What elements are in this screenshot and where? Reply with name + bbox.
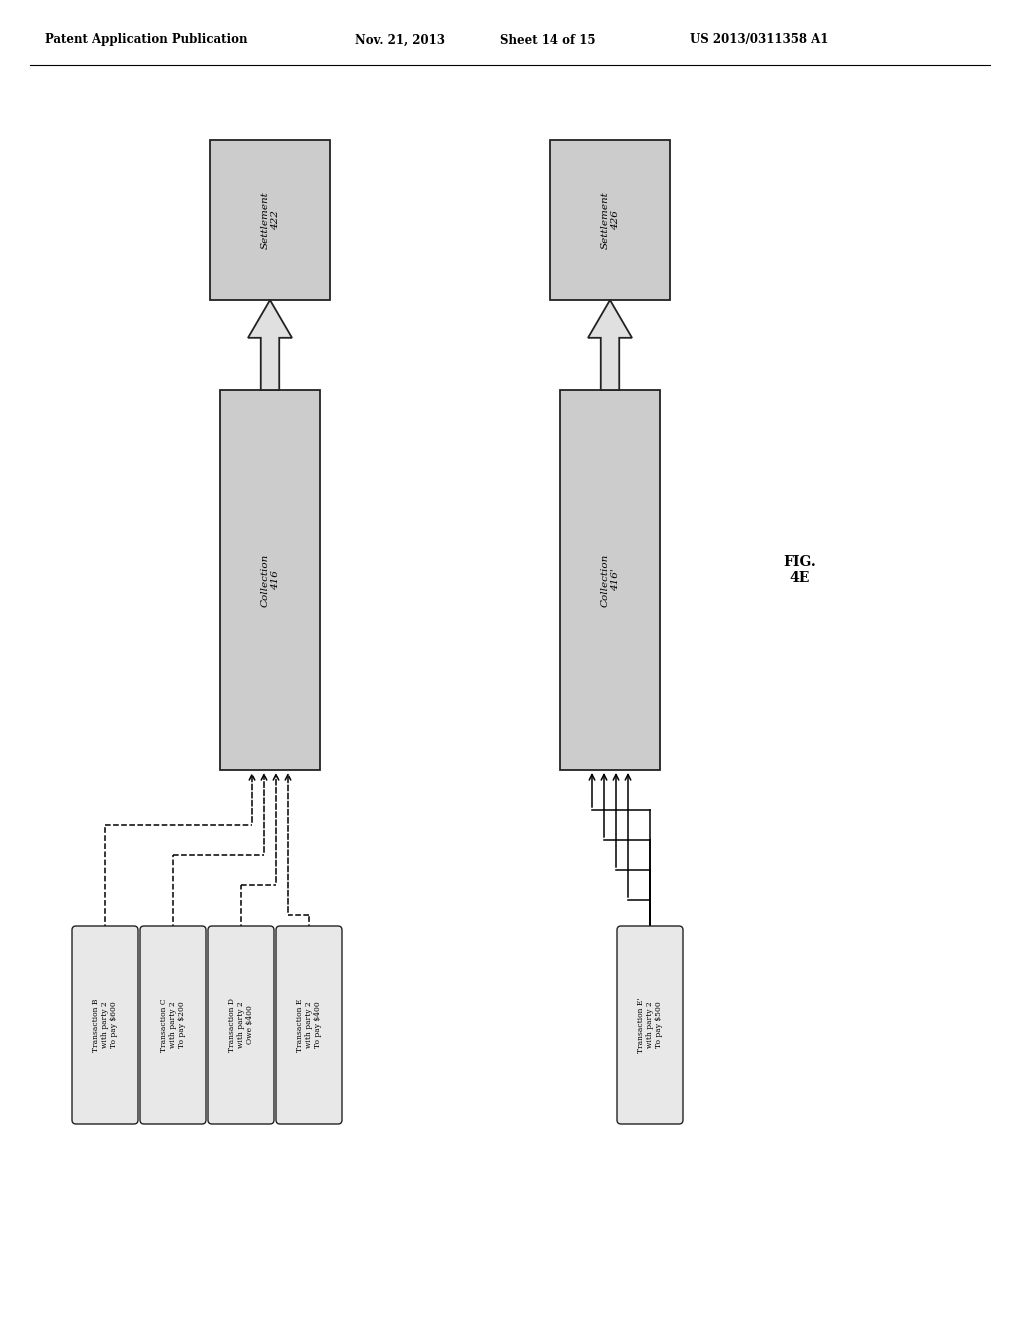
Bar xyxy=(550,140,670,300)
Text: Sheet 14 of 15: Sheet 14 of 15 xyxy=(500,33,596,46)
FancyBboxPatch shape xyxy=(140,927,206,1125)
Polygon shape xyxy=(248,300,292,389)
FancyBboxPatch shape xyxy=(72,927,138,1125)
Bar xyxy=(560,389,660,770)
FancyBboxPatch shape xyxy=(276,927,342,1125)
Text: Patent Application Publication: Patent Application Publication xyxy=(45,33,248,46)
Text: Settlement
426: Settlement 426 xyxy=(600,191,620,249)
Text: Settlement
422: Settlement 422 xyxy=(260,191,280,249)
Text: Transaction B
with party 2
To pay $600: Transaction B with party 2 To pay $600 xyxy=(92,998,118,1052)
Bar xyxy=(220,389,319,770)
Text: Transaction E
with party 2
To pay $400: Transaction E with party 2 To pay $400 xyxy=(296,998,323,1052)
Polygon shape xyxy=(588,300,632,389)
Bar xyxy=(210,140,330,300)
Text: Transaction D
with party 2
Owe $400: Transaction D with party 2 Owe $400 xyxy=(227,998,254,1052)
Text: Nov. 21, 2013: Nov. 21, 2013 xyxy=(355,33,445,46)
Text: US 2013/0311358 A1: US 2013/0311358 A1 xyxy=(690,33,828,46)
Text: Collection
416: Collection 416 xyxy=(260,553,280,607)
Text: Collection
416': Collection 416' xyxy=(600,553,620,607)
FancyBboxPatch shape xyxy=(208,927,274,1125)
Text: Transaction E'
with party 2
To pay $500: Transaction E' with party 2 To pay $500 xyxy=(637,997,664,1053)
Text: FIG.
4E: FIG. 4E xyxy=(783,554,816,585)
FancyBboxPatch shape xyxy=(617,927,683,1125)
Text: Transaction C
with party 2
To pay $200: Transaction C with party 2 To pay $200 xyxy=(160,998,186,1052)
